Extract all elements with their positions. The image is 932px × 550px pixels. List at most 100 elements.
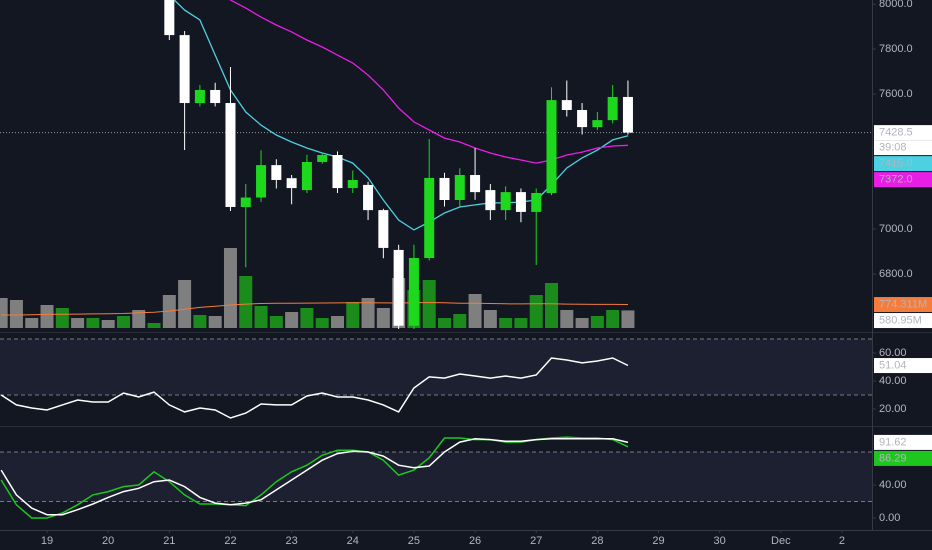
y-tick-label: 7800.0 xyxy=(879,43,913,55)
rsi-pane xyxy=(0,338,872,419)
value-label: 7415.0 xyxy=(879,158,913,170)
price-pane xyxy=(0,0,872,329)
value-label: 7372.0 xyxy=(879,174,913,186)
countdown: 39:08 xyxy=(879,142,907,154)
y-tick-label: 20.00 xyxy=(879,403,907,415)
x-tick-label: 23 xyxy=(285,535,297,547)
candle-body xyxy=(347,179,358,189)
value-label-box xyxy=(874,434,932,450)
candle-body xyxy=(561,100,572,111)
y-tick-label: 6800.0 xyxy=(879,268,913,280)
candle-body xyxy=(607,96,618,121)
volume-bar xyxy=(545,283,559,328)
volume-bar xyxy=(147,323,161,328)
candle-body xyxy=(408,258,419,326)
x-tick-label: Dec xyxy=(771,535,791,547)
value-label: 774.311M xyxy=(879,298,927,310)
y-tick-label: 7000.0 xyxy=(879,223,913,235)
stoch-pane xyxy=(0,436,872,519)
indicator-line xyxy=(0,357,629,419)
candle-body xyxy=(592,120,603,128)
candle-body xyxy=(225,103,236,207)
x-tick-label: 30 xyxy=(714,535,726,547)
volume-bar xyxy=(55,308,69,328)
y-tick-label: 0.00 xyxy=(879,512,900,524)
volume-bar xyxy=(193,315,207,328)
value-label-box xyxy=(874,358,932,374)
candle-body xyxy=(454,175,465,200)
candle-body xyxy=(515,192,526,212)
volume-bar xyxy=(40,305,54,328)
value-label: 51.04 xyxy=(879,359,907,371)
candle-body xyxy=(424,177,435,259)
volume-bar xyxy=(162,295,176,328)
candle-body xyxy=(546,100,557,194)
volume-bar xyxy=(9,300,23,328)
volume-bar xyxy=(101,320,115,328)
candle-body xyxy=(164,0,175,36)
x-tick-label: 28 xyxy=(591,535,603,547)
volume-bar xyxy=(361,298,375,328)
candle-body xyxy=(210,89,221,104)
x-tick-label: 21 xyxy=(163,535,175,547)
x-tick-label: 27 xyxy=(530,535,542,547)
volume-bar xyxy=(208,316,222,328)
volume-bar xyxy=(346,302,360,328)
candle-body xyxy=(485,190,496,211)
volume-bar xyxy=(178,280,192,328)
candle-body xyxy=(470,175,481,193)
x-tick-label: 24 xyxy=(347,535,359,547)
volume-bar xyxy=(453,314,467,328)
candle-body xyxy=(301,161,312,191)
volume-bar xyxy=(71,318,85,328)
candle-body xyxy=(317,155,328,162)
value-label: 91.62 xyxy=(879,436,907,448)
value-label-box xyxy=(874,297,932,313)
y-tick-label: 8000.0 xyxy=(879,0,913,10)
x-tick-label: 2 xyxy=(839,535,845,547)
volume-bar xyxy=(86,318,100,328)
x-tick-label: 29 xyxy=(652,535,664,547)
value-label-box xyxy=(874,156,932,172)
volume-bar xyxy=(422,280,436,328)
candle-body xyxy=(240,197,251,207)
candle-body xyxy=(577,110,588,128)
volume-bar xyxy=(590,316,604,328)
volume-bar xyxy=(606,310,620,328)
volume-bar xyxy=(529,295,543,328)
candle-body xyxy=(194,89,205,104)
volume-bar xyxy=(437,318,451,328)
volume-bar xyxy=(499,318,513,328)
value-label-box xyxy=(874,450,932,466)
volume-bar xyxy=(300,308,314,328)
y-tick-label: 40.00 xyxy=(879,479,907,491)
value-label-box xyxy=(874,172,932,188)
value-label: 7428.5 xyxy=(879,127,913,139)
volume-bar xyxy=(223,248,237,328)
candle-body xyxy=(179,35,190,104)
volume-bar xyxy=(25,318,39,328)
volume-bar xyxy=(514,318,528,328)
volume-bar xyxy=(330,316,344,328)
volume-bar xyxy=(468,294,482,328)
x-tick-label: 20 xyxy=(102,535,114,547)
candle-body xyxy=(363,184,374,211)
x-tick-label: 19 xyxy=(41,535,53,547)
volume-ma xyxy=(1,301,629,316)
indicator-line xyxy=(0,438,629,516)
volume-bar xyxy=(254,306,268,328)
y-tick-label: 7600.0 xyxy=(879,88,913,100)
volume-bar xyxy=(483,310,497,328)
volume-bar xyxy=(269,316,283,328)
axes: 8000.0 7800.0 7600.0 7000.0 6800.0 60.00 40.00… xyxy=(41,0,932,547)
volume-bar xyxy=(376,308,390,328)
candle-body xyxy=(531,193,542,212)
candle-body xyxy=(286,178,297,189)
countdown-box xyxy=(874,140,932,156)
volume-bar xyxy=(575,318,589,328)
value-label-box xyxy=(874,125,932,141)
value-label: 86.29 xyxy=(879,452,907,464)
candle-body xyxy=(378,210,389,248)
volume-bar xyxy=(621,310,635,328)
